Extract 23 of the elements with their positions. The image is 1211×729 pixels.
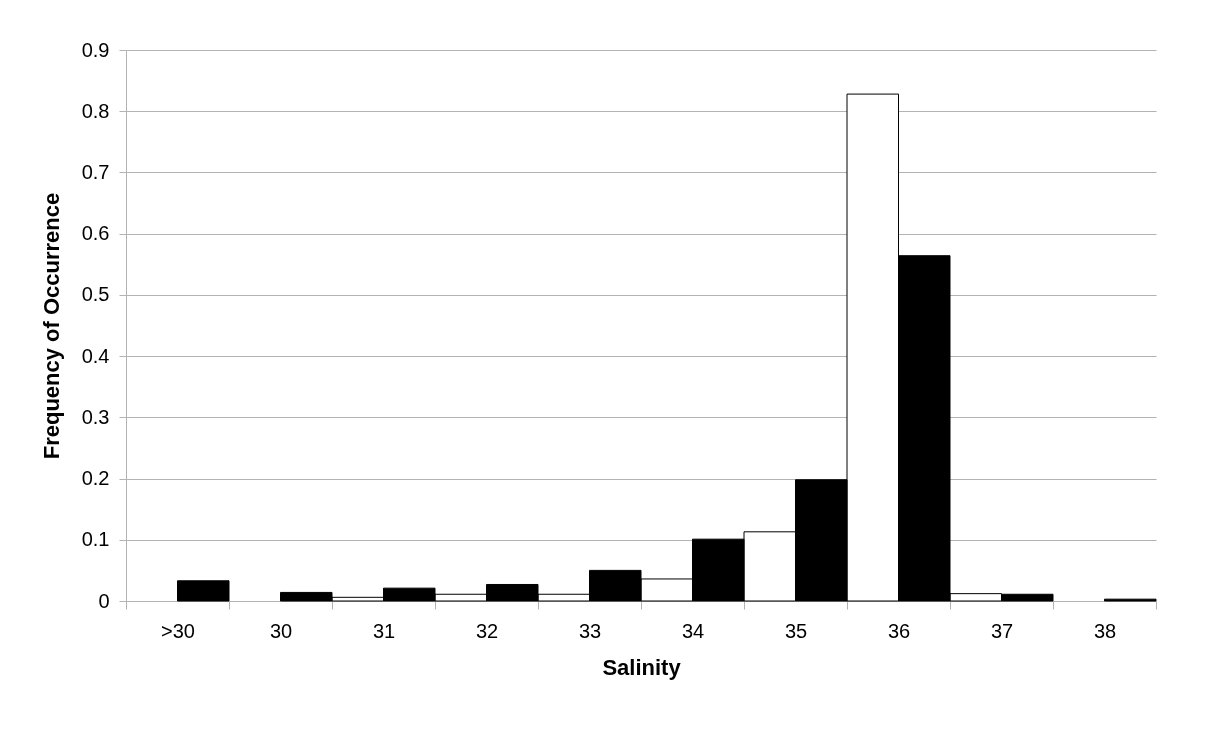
x-axis-title: Salinity	[602, 654, 682, 680]
x-tick-label: 37	[990, 619, 1014, 642]
y-tick-label: 0.3	[81, 405, 110, 428]
y-axis-title: Frequency of Occurrence	[38, 192, 64, 460]
y-tick-label: 0.9	[81, 38, 110, 61]
x-tick-label: 30	[269, 619, 293, 642]
y-tick-label: 0.6	[81, 222, 110, 245]
y-tick-label: 0.1	[81, 528, 110, 551]
x-tick-label: >30	[161, 619, 195, 642]
x-tick-label: 36	[887, 619, 911, 642]
x-tick-label: 31	[372, 619, 396, 642]
y-tick-label: 0.8	[81, 99, 110, 122]
x-tick-label: 35	[784, 619, 808, 642]
y-tick-label: 0.7	[81, 160, 110, 183]
y-tick-label: 0.2	[81, 467, 110, 490]
x-tick-label: 34	[681, 619, 705, 642]
y-tick-label: 0.4	[81, 344, 110, 367]
y-tick-label: 0	[98, 589, 110, 612]
x-tick-label: 33	[578, 619, 602, 642]
x-tick-label: 32	[475, 619, 499, 642]
bar	[177, 580, 230, 602]
y-tick-label: 0.5	[81, 283, 110, 306]
x-tick-label: 38	[1093, 619, 1117, 642]
